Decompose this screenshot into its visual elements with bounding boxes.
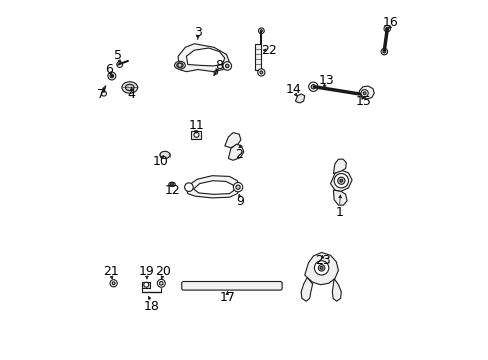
- Text: 16: 16: [382, 17, 398, 30]
- Circle shape: [363, 92, 366, 95]
- Text: 14: 14: [285, 83, 301, 96]
- Circle shape: [225, 64, 228, 68]
- Text: 9: 9: [236, 195, 244, 208]
- Circle shape: [383, 26, 389, 32]
- Circle shape: [117, 62, 122, 67]
- Circle shape: [257, 69, 264, 76]
- Text: 13: 13: [318, 74, 333, 87]
- Text: 8: 8: [214, 59, 222, 72]
- Circle shape: [214, 71, 217, 74]
- Text: 21: 21: [103, 265, 119, 278]
- Ellipse shape: [122, 82, 137, 93]
- Circle shape: [382, 50, 385, 53]
- Polygon shape: [333, 190, 346, 205]
- Polygon shape: [301, 278, 312, 301]
- Polygon shape: [193, 181, 234, 194]
- Polygon shape: [178, 44, 229, 72]
- Circle shape: [233, 183, 242, 192]
- Text: 2: 2: [235, 148, 243, 161]
- Text: 10: 10: [152, 155, 168, 168]
- Circle shape: [194, 132, 199, 137]
- Circle shape: [318, 265, 324, 271]
- Circle shape: [111, 75, 112, 77]
- Circle shape: [258, 28, 264, 34]
- Polygon shape: [228, 144, 244, 160]
- Text: 17: 17: [219, 291, 235, 304]
- Circle shape: [101, 91, 106, 96]
- Text: 18: 18: [143, 300, 159, 313]
- Ellipse shape: [160, 151, 169, 158]
- Polygon shape: [224, 133, 241, 148]
- Text: 23: 23: [314, 254, 330, 267]
- Circle shape: [339, 179, 342, 182]
- Text: 1: 1: [335, 206, 343, 219]
- Text: 15: 15: [355, 95, 371, 108]
- Circle shape: [159, 282, 163, 285]
- Circle shape: [333, 174, 348, 188]
- Text: 11: 11: [188, 119, 203, 132]
- Circle shape: [110, 280, 117, 287]
- Circle shape: [320, 266, 323, 269]
- Text: 12: 12: [164, 184, 180, 197]
- Text: 4: 4: [127, 88, 135, 101]
- Circle shape: [112, 282, 115, 285]
- Polygon shape: [330, 170, 351, 192]
- Ellipse shape: [174, 61, 185, 69]
- Ellipse shape: [125, 84, 134, 91]
- Circle shape: [310, 85, 315, 89]
- Circle shape: [157, 279, 165, 287]
- Circle shape: [308, 82, 317, 91]
- Circle shape: [380, 48, 387, 55]
- Polygon shape: [359, 86, 373, 99]
- Polygon shape: [333, 159, 346, 174]
- Bar: [142, 282, 150, 288]
- FancyBboxPatch shape: [182, 282, 282, 290]
- Circle shape: [110, 74, 113, 78]
- Ellipse shape: [176, 63, 183, 68]
- Text: 6: 6: [105, 63, 113, 76]
- Circle shape: [108, 72, 116, 80]
- Text: 3: 3: [194, 26, 202, 39]
- Circle shape: [184, 183, 193, 192]
- Text: 7: 7: [97, 88, 105, 101]
- Polygon shape: [304, 252, 338, 285]
- Polygon shape: [332, 279, 341, 301]
- Circle shape: [170, 183, 174, 186]
- Circle shape: [260, 71, 262, 74]
- Polygon shape: [186, 48, 224, 66]
- Circle shape: [178, 63, 182, 67]
- Circle shape: [260, 30, 262, 32]
- Polygon shape: [295, 94, 304, 103]
- Circle shape: [143, 282, 148, 287]
- Circle shape: [235, 185, 240, 189]
- Text: 20: 20: [155, 265, 170, 278]
- Circle shape: [223, 62, 231, 70]
- Ellipse shape: [168, 182, 175, 186]
- Bar: [191, 131, 201, 139]
- Circle shape: [337, 177, 344, 184]
- Circle shape: [314, 261, 328, 275]
- Polygon shape: [187, 176, 240, 198]
- Circle shape: [360, 90, 367, 97]
- Circle shape: [385, 27, 388, 30]
- Bar: [254, 44, 261, 69]
- Text: 5: 5: [114, 49, 122, 62]
- Text: 19: 19: [139, 265, 155, 278]
- Text: 22: 22: [261, 44, 276, 57]
